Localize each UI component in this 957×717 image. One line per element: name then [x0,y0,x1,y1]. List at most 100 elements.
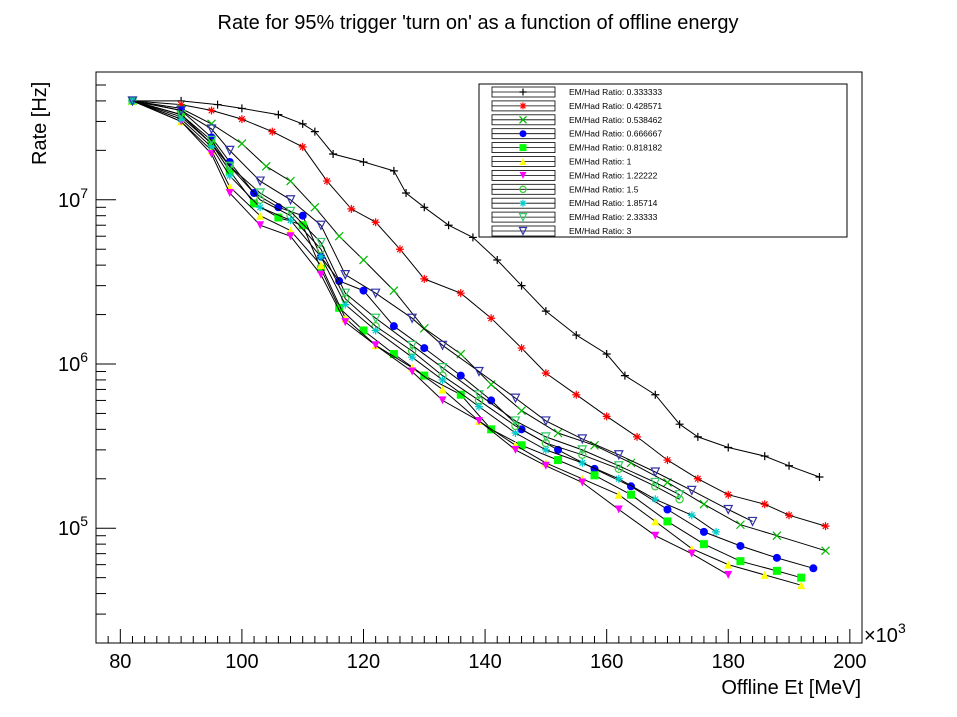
series-11 [127,96,758,527]
data-point [821,546,830,556]
x-axis-label: Offline Et [MeV] [721,677,861,699]
legend: EM/Had Ratio: 0.333333 EM/Had Ratio: 0.42… [478,83,848,238]
data-point [699,527,708,536]
data-point [408,353,417,362]
data-point [206,135,217,146]
legend-label: EM/Had Ratio: 1 [569,157,632,167]
data-point [493,255,502,264]
y-tick-base: 10 [58,518,80,540]
data-point [699,499,709,509]
data-point [475,402,483,411]
series-1 [128,96,824,482]
data-point [315,220,326,231]
data-point [370,313,381,324]
data-point [420,274,429,283]
data-point [747,516,758,527]
legend-entry: EM/Had Ratio: 0.333333 [491,86,662,98]
data-point [602,350,611,359]
data-point [663,517,672,526]
data-point [256,211,265,220]
data-point [316,270,325,279]
data-point [663,505,672,514]
data-point [225,171,234,180]
legend-marker [518,213,528,222]
data-point [437,363,448,374]
data-point [316,261,325,270]
y-tick-label: 105 [58,513,88,540]
data-point [613,450,624,461]
legend-entry: EM/Had Ratio: 1.85714 [491,197,658,209]
data-point [298,119,307,128]
data-point [633,432,642,441]
data-point [650,477,661,488]
y-tick-label: 106 [58,349,88,376]
y-tick-label: 107 [58,185,88,212]
data-point [541,369,550,378]
data-point [487,314,496,323]
data-point [474,366,484,377]
data-point [687,549,696,558]
data-point [371,326,380,335]
legend-label: EM/Had Ratio: 3 [569,226,632,236]
data-point [316,252,325,261]
data-point [735,520,745,530]
data-point [687,511,696,520]
legend-entry: EM/Had Ratio: 0.538462 [491,114,662,126]
data-point [315,237,326,248]
data-point [785,461,794,470]
data-point [517,281,526,290]
data-point [674,490,685,501]
data-point [517,406,526,416]
data-point [389,286,399,295]
data-point [329,150,338,159]
y-tick-base: 10 [58,190,80,212]
data-point [456,390,465,399]
data-point [517,441,526,450]
data-point [261,161,271,171]
data-point [225,188,234,197]
chart-title: Rate for 95% trigger 'turn on' as a func… [218,12,739,34]
data-point [572,390,581,399]
data-point [760,452,769,461]
data-point [724,443,733,452]
y-tick-base: 10 [58,354,80,376]
data-point [651,495,660,504]
data-point [553,428,563,438]
data-point [699,540,708,549]
data-point [456,289,465,298]
y-tick-exponent: 6 [80,349,88,365]
data-point [651,390,660,399]
data-point [371,341,380,350]
data-point [511,445,520,454]
data-point [389,322,398,331]
data-point [310,202,320,212]
data-point [540,416,551,427]
x-tick-label: 140 [468,651,501,673]
data-point [541,445,550,454]
data-point [712,527,721,536]
data-point [614,464,624,474]
legend-entry: EM/Had Ratio: 0.428571 [491,100,662,112]
series-line [132,100,826,527]
legend-box [478,83,848,238]
data-point [298,211,307,220]
data-point [274,213,283,222]
data-point [268,127,277,136]
data-point [407,340,418,351]
x-tick-label: 200 [833,651,866,673]
data-point [420,203,429,212]
data-point [250,199,259,208]
legend-label: EM/Had Ratio: 0.818182 [569,143,662,153]
data-point [578,450,587,459]
data-point [724,560,733,569]
data-point [389,350,398,359]
legend-entry: EM/Had Ratio: 0.818182 [491,142,662,154]
data-point [809,564,818,573]
data-point [359,326,368,335]
data-point [614,505,623,514]
data-point [255,176,266,187]
data-point [359,286,368,295]
data-point [340,288,351,299]
